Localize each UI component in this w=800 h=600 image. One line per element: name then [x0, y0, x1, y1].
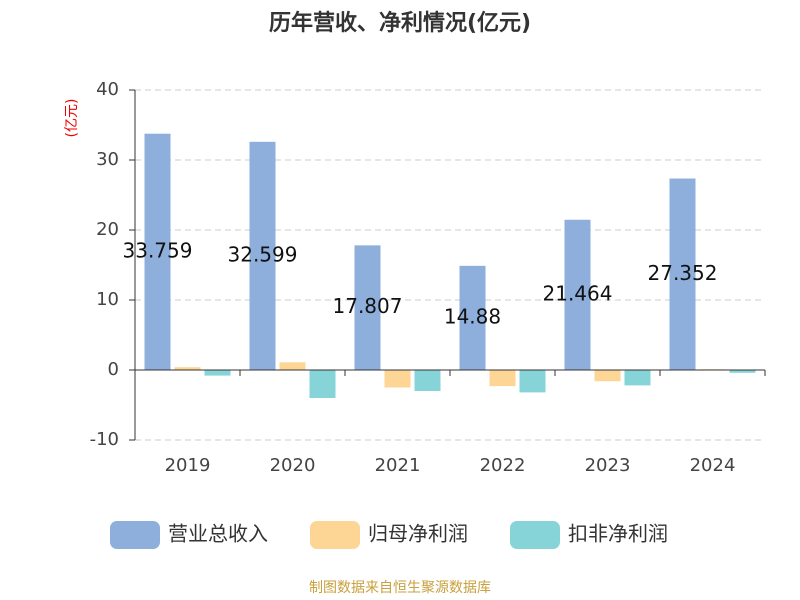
y-tick-label: 0 — [108, 359, 119, 380]
legend-label: 扣非净利润 — [568, 522, 668, 546]
bar — [354, 245, 381, 370]
legend-swatch — [510, 521, 560, 549]
bar — [414, 370, 441, 391]
bar — [249, 141, 276, 370]
x-tick-label: 2023 — [585, 455, 631, 476]
bar — [174, 367, 201, 370]
y-tick-label: 40 — [96, 79, 119, 100]
bar — [459, 265, 486, 370]
data-label: 17.807 — [333, 294, 403, 318]
bar — [519, 370, 546, 393]
y-unit: (亿元) — [64, 99, 80, 138]
y-tick-label: -10 — [90, 429, 119, 450]
bar — [309, 370, 336, 398]
bar — [144, 133, 171, 370]
bar — [729, 370, 756, 373]
x-tick-label: 2021 — [375, 455, 421, 476]
legend-swatch — [310, 521, 360, 549]
bar — [624, 370, 651, 386]
x-tick-label: 2019 — [165, 455, 211, 476]
bar — [594, 370, 621, 382]
legend-label: 归母净利润 — [368, 522, 468, 546]
x-tick-label: 2024 — [690, 455, 736, 476]
source: 制图数据来自恒生聚源数据库 — [309, 580, 491, 596]
bar — [384, 370, 411, 388]
x-tick-label: 2022 — [480, 455, 526, 476]
y-tick-label: 20 — [96, 219, 119, 240]
bar — [564, 219, 591, 370]
x-tick-label: 2020 — [270, 455, 316, 476]
bar — [489, 370, 516, 387]
data-label: 32.599 — [228, 242, 298, 266]
legend-swatch — [110, 521, 160, 549]
bar — [279, 362, 306, 370]
y-tick-label: 30 — [96, 149, 119, 170]
data-label: 14.88 — [444, 304, 501, 328]
data-label: 27.352 — [648, 261, 718, 285]
legend-label: 营业总收入 — [168, 522, 268, 546]
bar — [204, 370, 231, 376]
data-label: 21.464 — [543, 281, 613, 305]
y-tick-label: 10 — [96, 289, 119, 310]
data-label: 33.759 — [123, 238, 193, 262]
bar — [669, 178, 696, 370]
chart-title: 历年营收、净利情况(亿元) — [269, 10, 531, 36]
